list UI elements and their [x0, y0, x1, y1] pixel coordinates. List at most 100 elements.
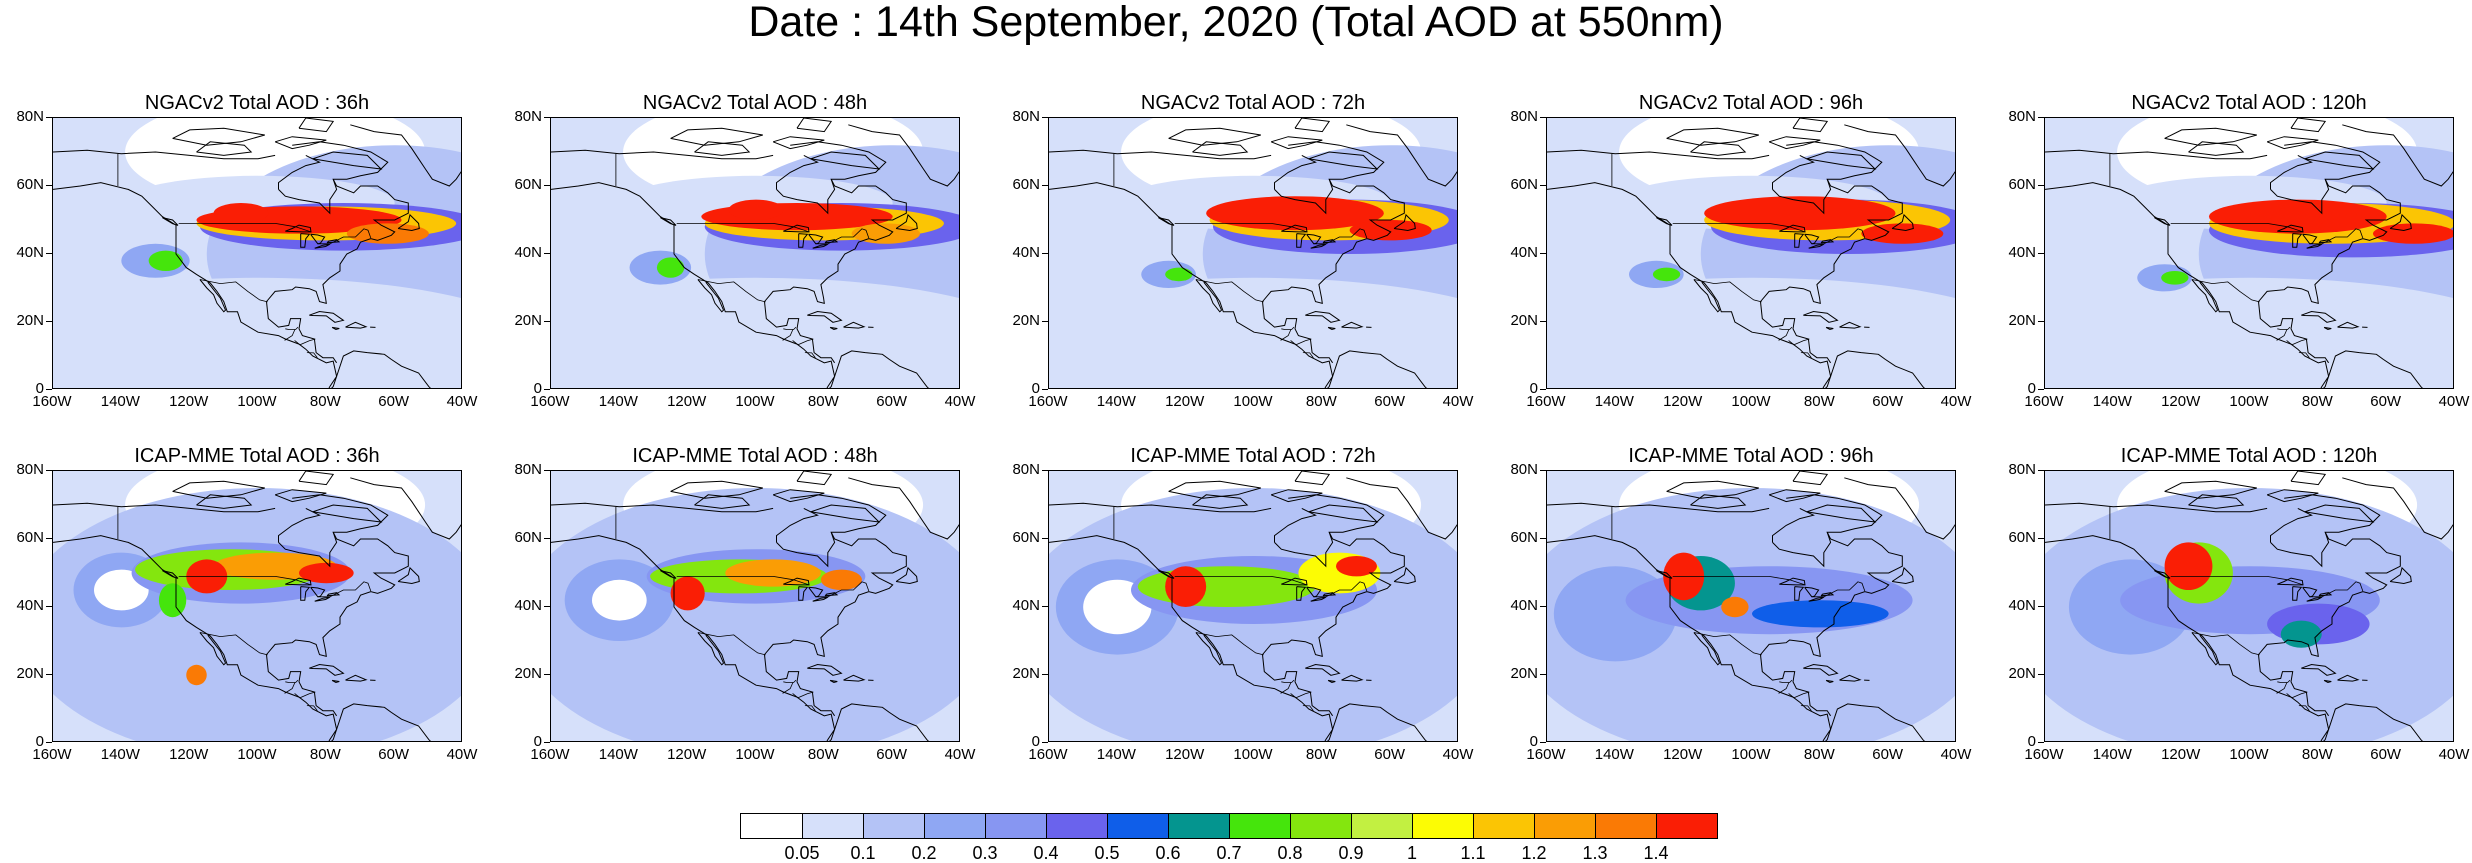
lon-tick-label: 140W — [1584, 394, 1644, 410]
map-canvas — [1049, 118, 1458, 389]
lat-tick — [1042, 321, 1048, 322]
lon-tick-label: 120W — [159, 394, 219, 410]
colorbar-swatch — [1168, 814, 1229, 838]
aod-plume — [2281, 621, 2322, 648]
lat-tick — [1042, 389, 1048, 390]
lon-tick-label: 140W — [2082, 394, 2142, 410]
colorbar-label: 1.2 — [1509, 844, 1559, 862]
lat-tick-label: 20N — [2, 666, 44, 682]
lat-tick — [1540, 742, 1546, 743]
lon-tick-label: 80W — [2287, 747, 2347, 763]
colorbar-label: 0.7 — [1204, 844, 1254, 862]
lon-tick-label: 80W — [793, 394, 853, 410]
lat-tick-label: 60N — [2, 530, 44, 546]
lat-tick — [544, 674, 550, 675]
lon-tick-label: 60W — [364, 394, 424, 410]
lat-tick — [46, 606, 52, 607]
colorbar-label: 0.05 — [777, 844, 827, 862]
colorbar-label: 0.5 — [1082, 844, 1132, 862]
colorbar-label: 0.6 — [1143, 844, 1193, 862]
lon-tick-label: 40W — [1926, 747, 1986, 763]
lat-tick — [544, 389, 550, 390]
lon-tick-label: 120W — [1653, 747, 1713, 763]
lat-tick-label: 20N — [500, 313, 542, 329]
lon-tick-label: 160W — [1018, 394, 1078, 410]
colorbar-swatch — [1351, 814, 1412, 838]
aod-plume — [1350, 220, 1432, 240]
lon-tick-label: 120W — [1653, 394, 1713, 410]
colorbar-swatch — [1473, 814, 1534, 838]
lat-tick-label: 40N — [998, 598, 1040, 614]
colorbar-label: 1 — [1387, 844, 1437, 862]
lon-tick-label: 60W — [1360, 394, 1420, 410]
colorbar-swatch — [1595, 814, 1656, 838]
lat-tick — [2038, 538, 2044, 539]
lat-tick — [2038, 470, 2044, 471]
lon-tick-label: 100W — [2219, 747, 2279, 763]
lat-tick-label: 60N — [998, 530, 1040, 546]
lat-tick-label: 40N — [1496, 245, 1538, 261]
aod-plume — [53, 278, 462, 389]
panel-title: ICAP-MME Total AOD : 120h — [2044, 445, 2454, 467]
lat-tick-label: 40N — [500, 245, 542, 261]
aod-map — [52, 470, 462, 742]
lat-tick-label: 20N — [2, 313, 44, 329]
lon-tick-label: 60W — [1858, 394, 1918, 410]
colorbar-label: 1.1 — [1448, 844, 1498, 862]
lon-tick-label: 80W — [1291, 394, 1351, 410]
lat-tick — [2038, 389, 2044, 390]
lat-tick — [1540, 253, 1546, 254]
aod-plume — [2165, 542, 2213, 590]
lon-tick-label: 160W — [1516, 394, 1576, 410]
panel-title: NGACv2 Total AOD : 120h — [2044, 92, 2454, 114]
aod-plume — [1653, 268, 1680, 282]
lat-tick — [1042, 606, 1048, 607]
lon-tick-label: 140W — [588, 747, 648, 763]
lat-tick-label: 40N — [998, 245, 1040, 261]
panel-title: NGACv2 Total AOD : 48h — [550, 92, 960, 114]
lon-tick-label: 100W — [1223, 394, 1283, 410]
aod-plume — [186, 665, 207, 685]
lat-tick — [2038, 742, 2044, 743]
aod-map — [1546, 470, 1956, 742]
lon-tick-label: 60W — [1360, 747, 1420, 763]
panel-title: ICAP-MME Total AOD : 96h — [1546, 445, 1956, 467]
lat-tick — [46, 185, 52, 186]
lat-tick — [544, 538, 550, 539]
aod-plume — [149, 251, 183, 271]
lon-tick-label: 80W — [1291, 747, 1351, 763]
colorbar-swatch — [1534, 814, 1595, 838]
lon-tick-label: 100W — [227, 747, 287, 763]
lon-tick-label: 60W — [862, 394, 922, 410]
colorbar-label: 0.3 — [960, 844, 1010, 862]
lat-tick — [1042, 674, 1048, 675]
lat-tick — [544, 117, 550, 118]
colorbar-swatch — [741, 814, 802, 838]
lat-tick-label: 80N — [1496, 462, 1538, 478]
lat-tick-label: 60N — [1994, 177, 2036, 193]
lon-tick-label: 120W — [159, 747, 219, 763]
map-canvas — [1547, 471, 1956, 742]
lon-tick-label: 160W — [22, 747, 82, 763]
aod-plume — [159, 583, 186, 617]
lat-tick-label: 40N — [2, 245, 44, 261]
lat-tick — [1540, 606, 1546, 607]
lat-tick — [544, 185, 550, 186]
lat-tick-label: 20N — [1496, 313, 1538, 329]
aod-map — [550, 470, 960, 742]
lon-tick-label: 140W — [1086, 394, 1146, 410]
lon-tick-label: 80W — [793, 747, 853, 763]
colorbar-swatch — [924, 814, 985, 838]
aod-map — [2044, 117, 2454, 389]
panel-title: NGACv2 Total AOD : 96h — [1546, 92, 1956, 114]
lat-tick — [1042, 470, 1048, 471]
colorbar-label: 1.3 — [1570, 844, 1620, 862]
lon-tick-label: 140W — [588, 394, 648, 410]
lon-tick-label: 120W — [2151, 394, 2211, 410]
colorbar-label: 1.4 — [1631, 844, 1681, 862]
